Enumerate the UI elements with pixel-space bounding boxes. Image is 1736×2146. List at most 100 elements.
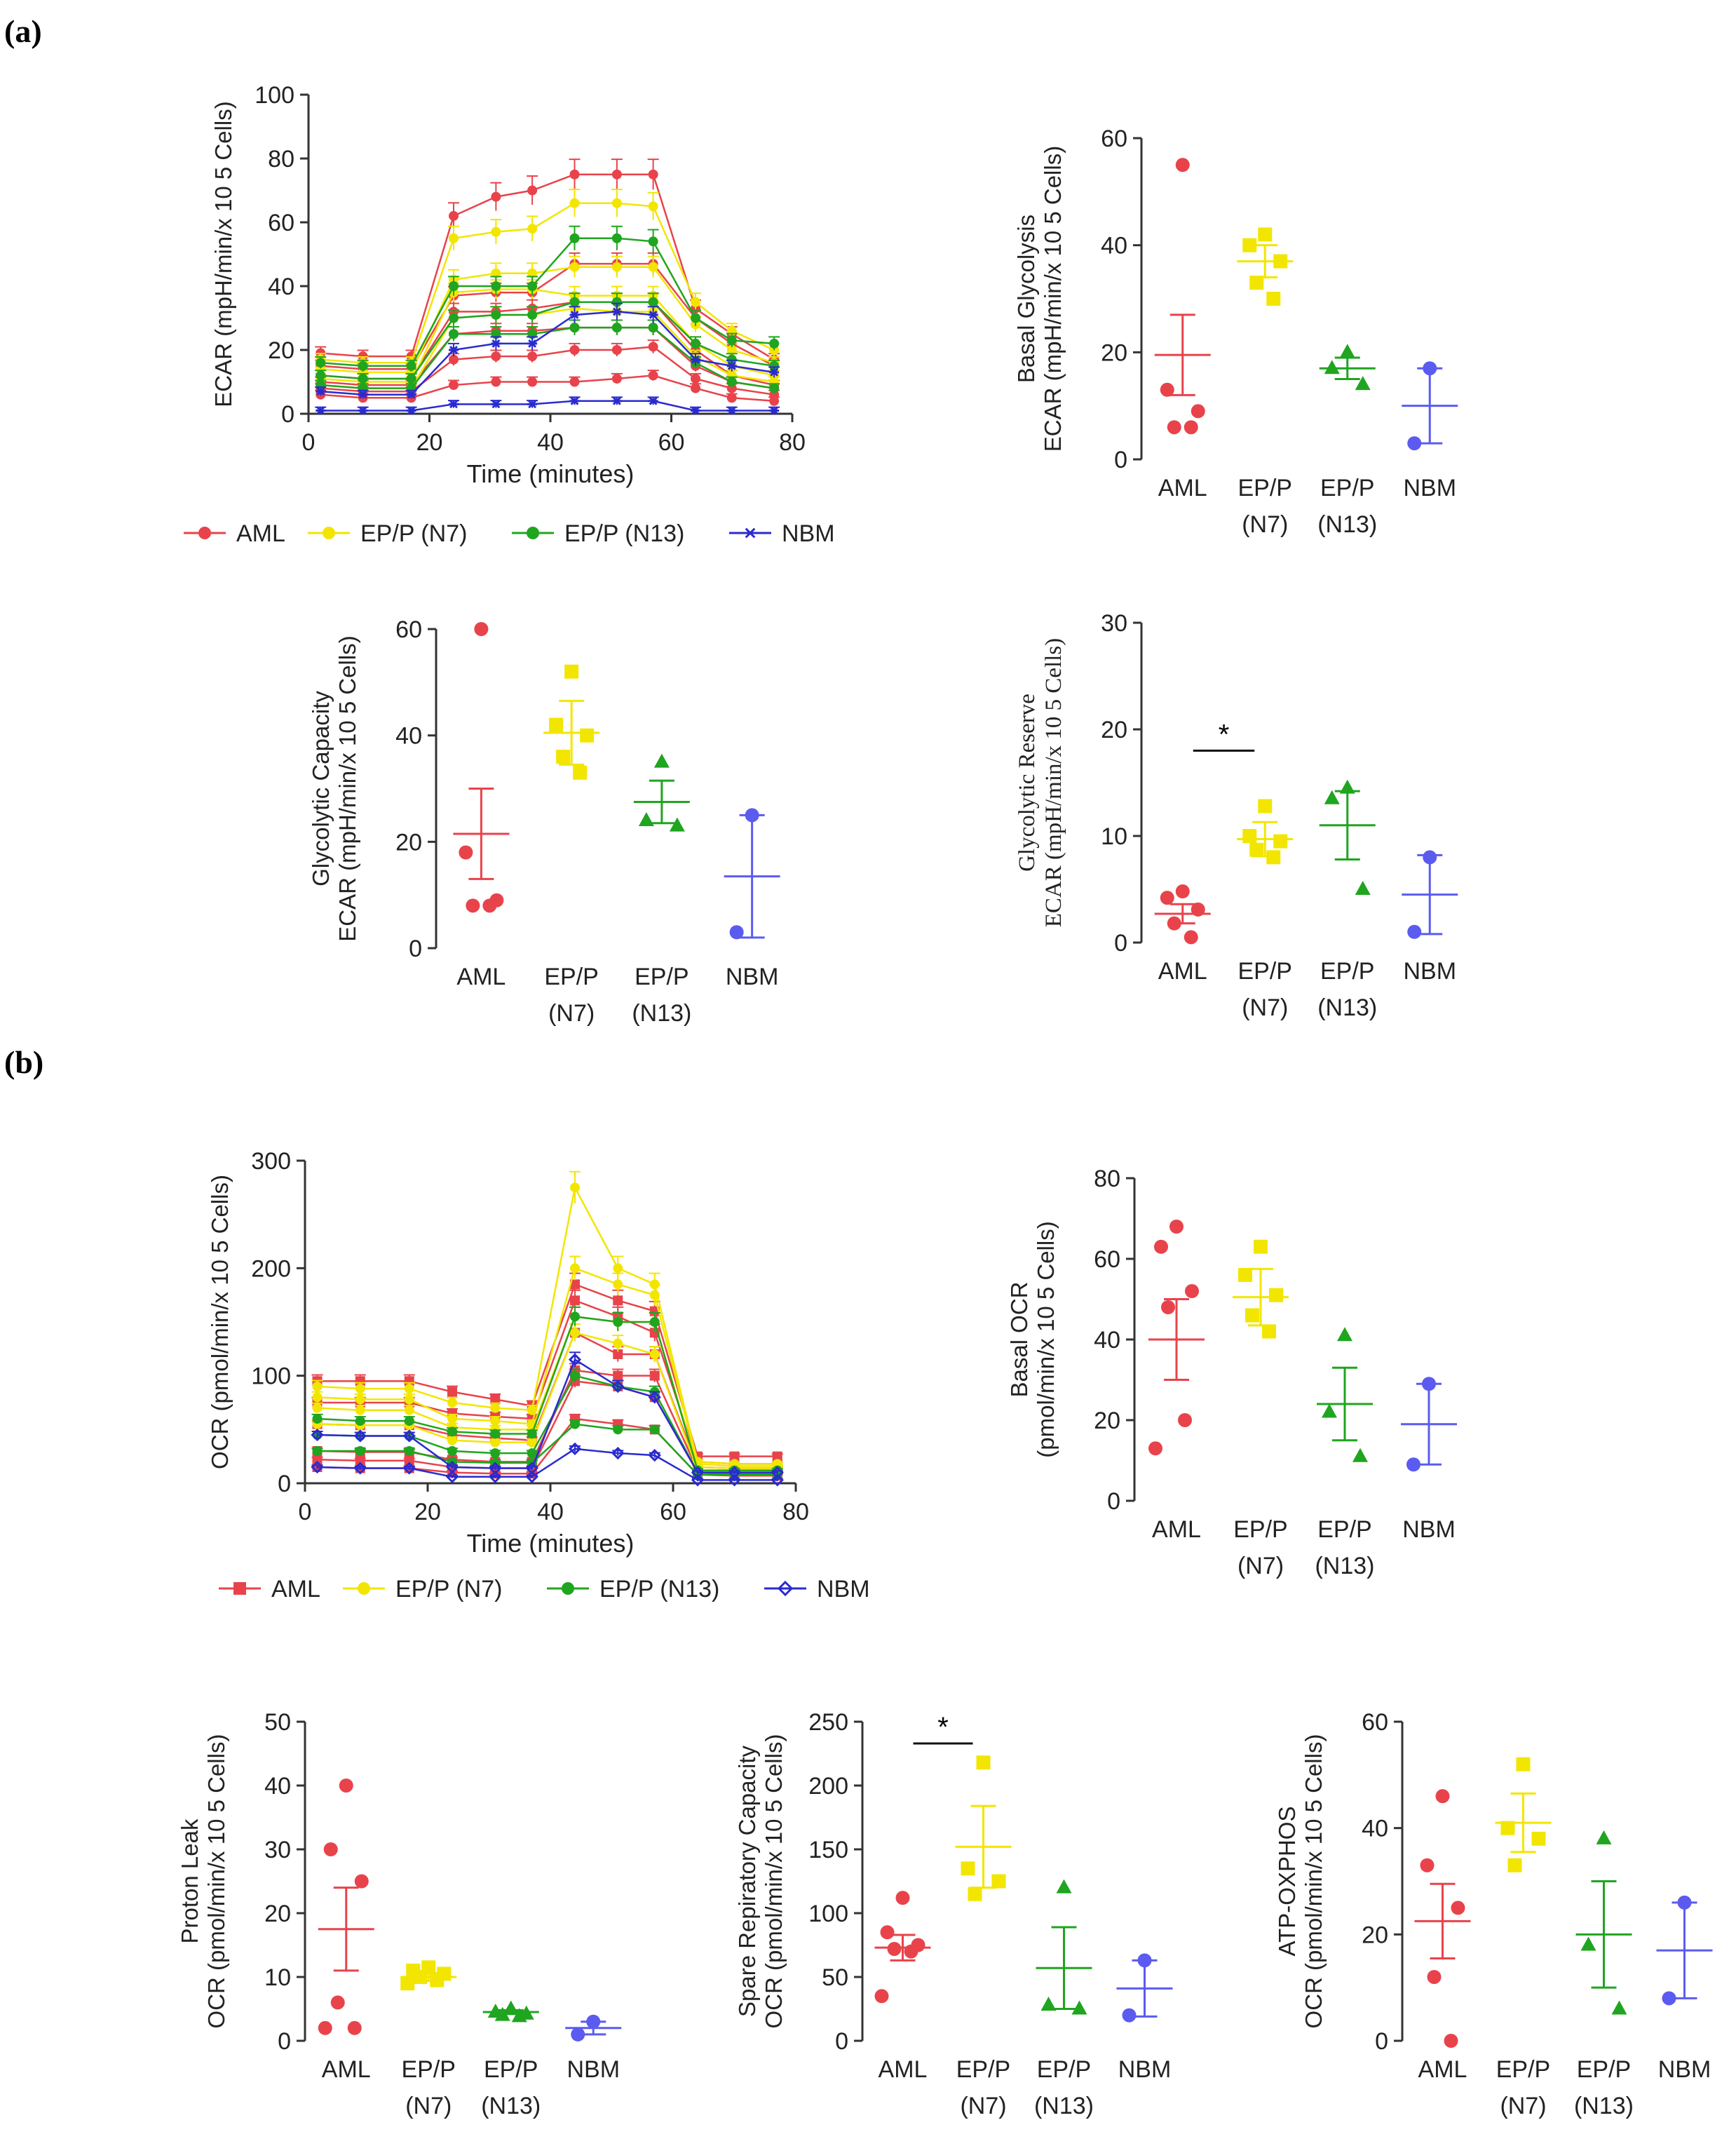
- ecar_time-series-0-point-5: [527, 185, 538, 196]
- ocr_time-ytick-label-200: 200: [251, 1255, 291, 1282]
- atp_oxphos-group-2-point-1: [1580, 1936, 1596, 1951]
- glycolytic_reserve-ytick-label-30: 30: [1101, 610, 1127, 637]
- basal_glycolysis-group-2-point-2: [1355, 376, 1371, 391]
- proton_leak-xlabel-2-0: EP/P: [484, 2056, 538, 2083]
- ocr_time-series-1-line: [317, 1299, 778, 1465]
- ocr_time-y-title-line-0: OCR (pmol/min/x 10 5 Cells): [207, 1175, 233, 1469]
- atp_oxphos-group-0-point-2: [1451, 1901, 1465, 1915]
- ocr_time-series-9-point-3: [447, 1435, 457, 1445]
- ecar_time-series-10-point-1: [358, 360, 368, 371]
- basal_glycolysis-group-2-point-1: [1324, 360, 1340, 374]
- spare_capacity-group-3-point-0: [1137, 1953, 1152, 1968]
- ocr_time-ytick-label-100: 100: [251, 1363, 291, 1390]
- basal_glycolysis-xlabel-0-0: AML: [1158, 475, 1207, 501]
- glycolytic_capacity-group-1-point-2: [580, 728, 595, 743]
- ocr_time-series-7-point-6: [570, 1263, 580, 1274]
- ecar_time-series-14-point-4-d2: [491, 400, 501, 409]
- basal_ocr-group-3-point-0: [1422, 1377, 1436, 1391]
- basal_glycolysis-y-title: Basal GlycolysisECAR (mpH/min/x 10 5 Cel…: [1013, 146, 1066, 452]
- ocr_time-series-13-point-7: [611, 1379, 625, 1393]
- ocr_time-series-9-point-5: [527, 1437, 537, 1447]
- ecar_time-series-14-point-5-d2: [528, 400, 537, 409]
- glycolytic_capacity-xlabel-2-0: EP/P: [635, 964, 689, 990]
- glycolytic_capacity-group-0-point-4: [482, 898, 497, 913]
- ocr_time-series-7-point-1: [355, 1394, 365, 1405]
- ecar_time-legend-marker-3-d2: [745, 527, 756, 539]
- ecar_time-series-7-point-8: [648, 262, 658, 272]
- glycolytic_capacity-group-1-point-3: [556, 750, 571, 764]
- ocr_time-series-14-point-3: [445, 1470, 459, 1483]
- ocr_time-legend-label-1: EP/P (N7): [395, 1576, 502, 1602]
- ecar_time-series-13-line: [320, 311, 775, 396]
- ocr_time-series-11-point-4: [490, 1448, 501, 1459]
- basal_glycolysis-group-3-point-1: [1407, 436, 1422, 451]
- basal_ocr-group-3-point-1: [1406, 1457, 1420, 1472]
- ecar_time-series-6-point-7: [611, 198, 622, 208]
- proton_leak-xlabel-3-0: NBM: [567, 2056, 620, 2083]
- ocr_time-series-7-point-3: [447, 1414, 457, 1424]
- atp_oxphos-group-0-point-4: [1444, 2034, 1458, 2048]
- ocr_time-series-10-point-8: [649, 1317, 660, 1327]
- ocr_time-legend-marker-0: [233, 1582, 246, 1595]
- ecar_time-series-6-point-9: [691, 297, 700, 307]
- glycolytic-reserve-chart: 0 10 20 30 AML EP/P (N7) EP/P (N13) NBM Glycolytic…: [1015, 610, 1458, 1021]
- ocr_time-series-6-point-6: [570, 1182, 580, 1193]
- basal_ocr-group-0-point-2: [1185, 1284, 1199, 1298]
- basal_glycolysis-group-0-point-4: [1184, 420, 1198, 435]
- proton_leak-ytick-label-50: 50: [264, 1709, 291, 1736]
- spare_capacity-ytick-label-100: 100: [808, 1901, 848, 1927]
- atp_oxphos-ytick-label-20: 20: [1362, 1922, 1388, 1948]
- basal_ocr-group-1-point-0: [1254, 1239, 1268, 1254]
- proton_leak-group-3-point-0: [586, 2014, 601, 2029]
- ecar_time-series-13-point-2-d2: [407, 390, 416, 399]
- ocr_time-xtick-label-20: 20: [414, 1499, 441, 1525]
- ecar_time-series-13-point-8-d2: [649, 310, 658, 319]
- spare_capacity-significance-label: *: [937, 1712, 949, 1743]
- basal_glycolysis-ytick-label-0: 0: [1114, 447, 1127, 473]
- glycolytic_capacity-xlabel-0-0: AML: [456, 964, 506, 990]
- ecar_time-series-14-point-8: [648, 396, 658, 405]
- ecar_time-series-5-point-8: [648, 370, 658, 381]
- atp_oxphos-xlabel-0-0: AML: [1418, 2056, 1467, 2083]
- ecar_time-series-12-point-11: [769, 383, 780, 393]
- glycolytic_capacity-ytick-label-40: 40: [395, 723, 422, 750]
- ecar_time-series-11-point-8: [648, 297, 658, 307]
- ecar_time-series-12-point-3: [449, 329, 459, 339]
- ecar_time-ytick-label-60: 60: [268, 210, 294, 236]
- glycolytic_capacity-ytick-label-20: 20: [395, 829, 422, 856]
- ecar_time-series-4-point-8: [648, 342, 658, 352]
- ecar_time-series-0-point-4: [491, 191, 501, 202]
- proton_leak-group-0-point-0: [339, 1779, 353, 1793]
- glycolytic_reserve-group-0-point-4: [1184, 930, 1198, 945]
- spare_capacity-xlabel-2-1: (N13): [1034, 2093, 1094, 2119]
- basal_ocr-group-0-point-1: [1154, 1239, 1168, 1254]
- ecar_time-series-13-point-7-d2: [612, 307, 621, 316]
- ocr_time-series-12-point-6: [570, 1419, 580, 1429]
- basal_glycolysis-xlabel-1-0: EP/P: [1238, 475, 1292, 501]
- ocr_time-series-6-point-2: [404, 1384, 414, 1394]
- atp_oxphos-y-title: ATP-OXPHOSOCR (pmol/min/x 10 5 Cells): [1274, 1734, 1327, 2029]
- glycolytic_reserve-xlabel-1-1: (N7): [1242, 994, 1288, 1021]
- ocr_time-xtick-label-60: 60: [660, 1499, 686, 1525]
- ecar_time-series-4-point-9: [691, 373, 700, 384]
- ecar_time-series-14-point-7-d2: [612, 396, 621, 405]
- basal_ocr-group-1-point-3: [1245, 1308, 1259, 1323]
- ecar_time-series-14-point-6-d2: [570, 396, 579, 405]
- ecar_time-series-10-point-3: [449, 281, 459, 291]
- ocr_time-series-6-point-1: [355, 1384, 365, 1394]
- spare_capacity-group-1-point-1: [961, 1861, 975, 1876]
- basal_glycolysis-group-1-point-3: [1249, 276, 1264, 290]
- basal_ocr-group-2-point-2: [1352, 1447, 1368, 1462]
- ecar_time-series-14-point-2-d2: [407, 406, 416, 415]
- ocr_time-legend-marker-3: [777, 1580, 794, 1597]
- ecar_time-series-14-point-9-d2: [691, 406, 700, 415]
- basal_ocr-ytick-label-80: 80: [1094, 1166, 1120, 1192]
- ecar_time-series-14-line: [320, 400, 775, 412]
- ecar_time-series-5-line: [320, 374, 775, 403]
- ocr_time-series-7-line: [317, 1267, 778, 1467]
- ecar_time-series-14-point-11-d2: [770, 406, 779, 415]
- ecar_time-xtick-label-60: 60: [658, 429, 685, 456]
- ecar_time-series-7-point-10: [726, 345, 737, 355]
- ocr_time-series-0-point-4: [490, 1394, 501, 1405]
- atp-oxphos-chart: 0 20 40 60 AML EP/P (N7) EP/P (N13) NBM ATP-OXPHOS…: [1274, 1709, 1713, 2119]
